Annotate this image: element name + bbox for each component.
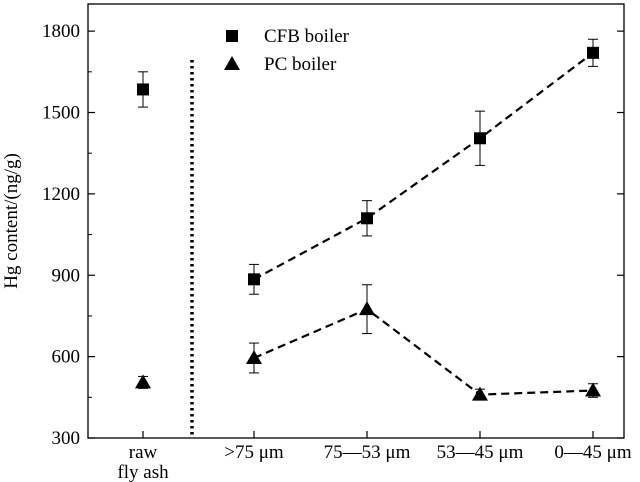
y-tick-label: 600 bbox=[52, 347, 81, 368]
series-line-0 bbox=[253, 51, 594, 281]
x-tick-label: 53—45 μm bbox=[437, 442, 524, 463]
x-tick-label: 75—53 μm bbox=[324, 442, 411, 463]
data-point-triangle bbox=[246, 349, 262, 364]
y-tick-label: 1500 bbox=[42, 103, 80, 124]
data-point-square bbox=[137, 83, 149, 96]
legend-square-marker bbox=[226, 30, 238, 42]
data-point-square bbox=[248, 273, 260, 286]
x-tick-label: 0—45 μm bbox=[554, 442, 631, 463]
y-tick-label: 900 bbox=[52, 265, 81, 286]
data-point-square bbox=[587, 46, 599, 59]
legend-label: CFB boiler bbox=[264, 26, 350, 47]
legend-triangle-marker bbox=[224, 56, 240, 70]
series-line-1 bbox=[253, 307, 594, 396]
data-point-triangle bbox=[359, 301, 375, 316]
x-tick-label: raw bbox=[129, 442, 158, 463]
y-tick-label: 1800 bbox=[42, 21, 80, 42]
data-point-triangle bbox=[472, 386, 488, 401]
data-point-triangle bbox=[135, 374, 151, 389]
plot-frame bbox=[87, 3, 625, 439]
legend-label: PC boiler bbox=[264, 54, 337, 75]
y-axis-title: Hg content/(ng/g) bbox=[1, 153, 22, 289]
data-point-square bbox=[361, 212, 373, 225]
data-point-square bbox=[474, 132, 486, 145]
y-tick-label: 1200 bbox=[42, 184, 80, 205]
data-point-triangle bbox=[585, 382, 601, 397]
x-tick-label-line2: fly ash bbox=[117, 462, 169, 482]
y-tick-label: 300 bbox=[52, 428, 81, 449]
x-tick-label: >75 μm bbox=[224, 442, 284, 463]
plot-area: 300 600 900 1200 1500 1800 Hg content/(ng/g) ra… bbox=[1, 3, 632, 482]
